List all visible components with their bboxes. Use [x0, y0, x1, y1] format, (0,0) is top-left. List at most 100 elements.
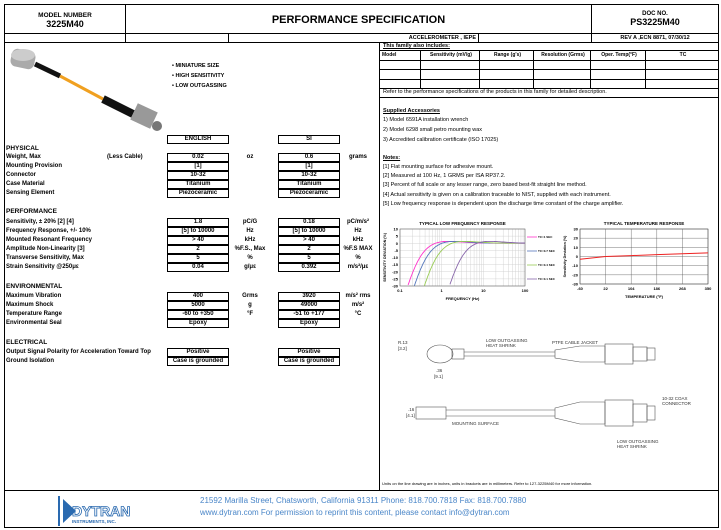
y-tick-label: -20: [392, 269, 399, 274]
spec-label: Case Material: [6, 181, 45, 187]
si-value: Positive: [278, 348, 340, 357]
si-value: 3920: [278, 292, 340, 301]
plot-area: [579, 228, 709, 285]
drawing-callout: [9.1]: [434, 374, 443, 379]
y-tick-label: -10: [572, 263, 579, 268]
si-unit: °C: [354, 311, 362, 317]
family-header-cell: Oper. Temp(°F): [591, 51, 646, 61]
y-tick-label: 30: [574, 227, 579, 232]
note-item: [4] Actual sensitivity is given on a cal…: [383, 192, 611, 198]
family-cell: [380, 79, 421, 89]
spec-label: Amplitude Non-Linearity [3]: [6, 246, 85, 252]
feature-item: • HIGH SENSITIVITY: [172, 73, 225, 79]
family-cell: [421, 79, 480, 89]
doc-number: PS3225M40: [630, 17, 680, 27]
legend-label: TC=0.4 SEC: [538, 263, 556, 267]
x-axis-label: FREQUENCY (Hz): [446, 296, 480, 301]
drawing-callout: [3.2]: [398, 346, 407, 351]
units-note: Units on the line drawing are in inches,…: [382, 481, 593, 486]
notes-title: Notes:: [383, 155, 401, 161]
y-tick-label: -10: [392, 255, 399, 260]
si-unit: kHz: [352, 237, 364, 243]
x-tick-label: 268: [679, 286, 686, 291]
si-value: Case is grounded: [278, 357, 340, 366]
si-unit: m/s² rms: [345, 293, 371, 299]
x-tick-label: 350: [705, 286, 712, 291]
family-cell: [480, 79, 534, 89]
drawing-callout: LOW OUTGASSING: [486, 338, 528, 343]
spec-label: Weight, Max: [6, 154, 41, 160]
legend-label: TC=0.7 SEC: [538, 249, 556, 253]
spec-label: Mounting Provision: [6, 163, 62, 169]
si-value: 0.6: [278, 153, 340, 162]
english-column-header: ENGLISH: [167, 135, 229, 144]
family-header-cell: Sensitivity (mV/g): [421, 51, 480, 61]
section-title: PHYSICAL: [6, 145, 39, 152]
si-column-header: SI: [278, 135, 340, 144]
family-cell: [591, 79, 646, 89]
english-value: [5] to 10000: [167, 227, 229, 236]
y-tick-label: 5: [396, 234, 399, 239]
family-cell: [534, 60, 591, 70]
model-number: 3225M40: [46, 19, 84, 29]
spec-note: (Less Cable): [107, 154, 143, 160]
spec-label: Transverse Sensitivity, Max: [6, 255, 84, 261]
english-unit: %: [247, 255, 253, 261]
si-value: 0.392: [278, 263, 340, 272]
family-cell: [480, 60, 534, 70]
product-photo: [10, 48, 162, 131]
drawing-callout: CONNECTOR: [662, 401, 692, 406]
chart-title: TYPICAL LOW FREQUENCY RESPONSE: [419, 221, 506, 226]
drawing-callout: HEAT SHRINK: [486, 343, 516, 348]
family-cell: [480, 70, 534, 80]
spec-label: Ground Isolation: [6, 358, 54, 364]
section-title: ELECTRICAL: [6, 339, 48, 346]
family-cell: [421, 70, 480, 80]
drawing-callout: [4.1]: [406, 413, 415, 418]
accessory-item: 2) Model 6298 small petro mounting wax: [383, 127, 483, 133]
y-tick-label: -5: [394, 248, 398, 253]
drawing-callout: LOW OUTGASSING: [617, 439, 659, 444]
english-unit: kHz: [244, 237, 256, 243]
family-cell: [646, 70, 719, 80]
english-value: > 40: [167, 236, 229, 245]
revision-cell: REV A ,ECN 8871, 07/30/12: [591, 33, 719, 43]
si-value: [1]: [278, 162, 340, 171]
x-axis-label: TEMPERATURE (°F): [625, 294, 664, 299]
english-value: 0.04: [167, 263, 229, 272]
x-tick-label: -60: [577, 286, 584, 291]
note-item: [1] Flat mounting surface for adhesive m…: [383, 164, 494, 170]
legend-label: TC=0.1 SEC: [538, 277, 556, 281]
english-value: 400: [167, 292, 229, 301]
title-cell: PERFORMANCE SPECIFICATION: [125, 4, 592, 34]
family-header-cell: TC: [646, 51, 719, 61]
drawing-callout: .16: [408, 407, 415, 412]
plot-area: [399, 228, 526, 287]
y-tick-label: -30: [572, 282, 579, 287]
y-tick-label: 10: [574, 245, 579, 250]
english-value: Titanium: [167, 180, 229, 189]
doc-cell: DOC NO. PS3225M40: [591, 4, 719, 34]
divider: [380, 97, 719, 98]
spec-label: Output Signal Polarity for Acceleration …: [6, 349, 151, 355]
low-frequency-chart: TYPICAL LOW FREQUENCY RESPONSE 10 5 0 -5 -10 -…: [383, 221, 556, 301]
si-unit: %: [355, 255, 361, 261]
english-unit: %F.S., Max: [234, 246, 266, 252]
english-value: 10-32: [167, 171, 229, 180]
y-axis-label: SENSITIVITY DEVIATION (%): [383, 232, 387, 282]
y-tick-label: 0: [396, 241, 399, 246]
accessory-item: 1) Model 6591A installation wrench: [383, 117, 469, 123]
family-cell: [534, 79, 591, 89]
si-value: 10-32: [278, 171, 340, 180]
english-unit: oz: [246, 154, 254, 160]
x-tick-label: 104: [628, 286, 635, 291]
drawing-callout: HEAT SHRINK: [617, 444, 647, 449]
family-header-cell: Model: [380, 51, 421, 61]
doc-label: DOC NO.: [642, 11, 668, 17]
family-cell: [421, 60, 480, 70]
english-value: -60 to +350: [167, 310, 229, 319]
family-cell: [646, 79, 719, 89]
family-table: Model Sensitivity (mV/g) Range (g's) Resolu…: [380, 50, 719, 89]
english-unit: °F: [246, 311, 254, 317]
family-cell: [380, 60, 421, 70]
